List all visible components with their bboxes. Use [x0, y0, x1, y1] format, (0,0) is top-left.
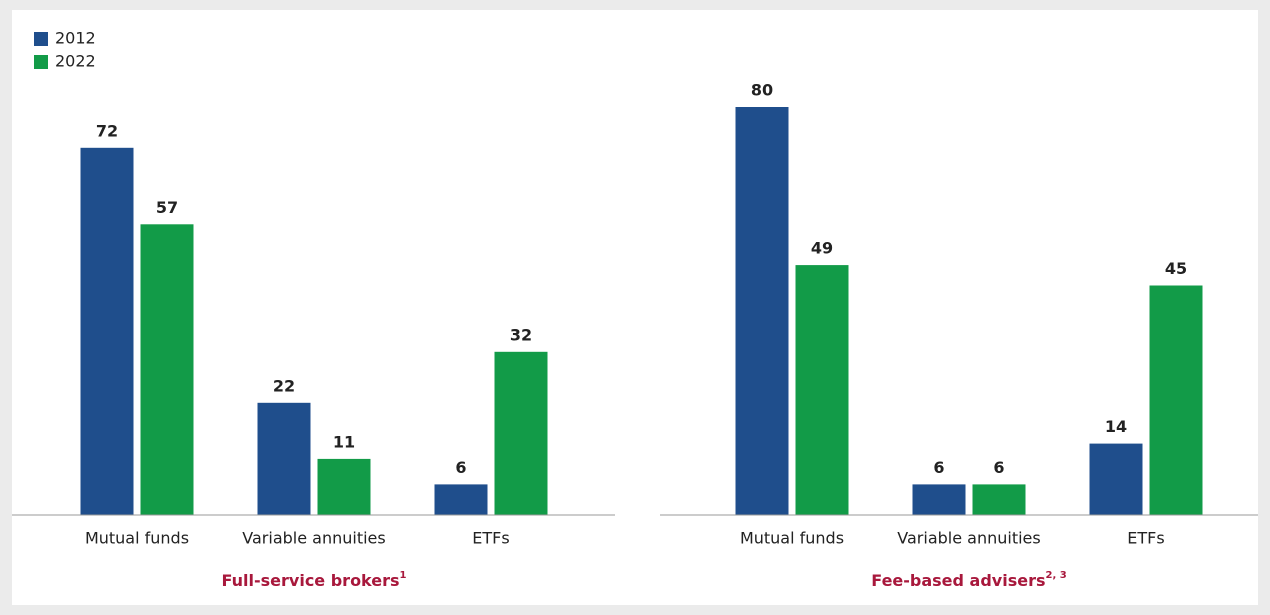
x-tick-label: Variable annuities	[242, 529, 385, 548]
x-tick-label: Mutual funds	[85, 529, 189, 548]
legend-label: 2012	[55, 29, 96, 48]
bar	[317, 458, 371, 515]
bar	[257, 402, 311, 515]
bar	[434, 484, 488, 515]
chart-title: Full-service brokers1	[222, 570, 407, 590]
value-label: 11	[333, 432, 355, 451]
x-tick-label: ETFs	[1127, 529, 1164, 548]
title-text: Fee-based advisers	[871, 571, 1045, 590]
value-label: 49	[811, 239, 833, 258]
value-label: 22	[273, 376, 295, 395]
bar	[912, 484, 966, 515]
title-note: 2, 3	[1046, 570, 1067, 581]
value-label: 6	[993, 458, 1004, 477]
panel	[12, 10, 1258, 605]
bar	[80, 147, 134, 516]
x-tick-label: Variable annuities	[897, 529, 1040, 548]
value-label: 45	[1165, 259, 1187, 278]
bar	[795, 265, 849, 515]
legend-swatch	[34, 32, 48, 46]
legend-label: 2022	[55, 52, 96, 71]
value-label: 14	[1105, 417, 1127, 436]
x-tick-label: ETFs	[472, 529, 509, 548]
bar	[735, 107, 789, 515]
value-label: 80	[751, 81, 773, 100]
bar	[494, 351, 548, 515]
value-label: 6	[455, 458, 466, 477]
value-label: 72	[96, 121, 118, 140]
chart-title: Fee-based advisers2, 3	[871, 570, 1066, 590]
title-note: 1	[400, 570, 407, 581]
bar	[1089, 443, 1143, 515]
value-label: 57	[156, 198, 178, 217]
x-tick-label: Mutual funds	[740, 529, 844, 548]
value-label: 6	[933, 458, 944, 477]
bar	[972, 484, 1026, 515]
title-text: Full-service brokers	[222, 571, 400, 590]
legend-swatch	[34, 55, 48, 69]
value-label: 32	[510, 325, 532, 344]
bar	[1149, 285, 1203, 515]
bar	[140, 224, 194, 516]
